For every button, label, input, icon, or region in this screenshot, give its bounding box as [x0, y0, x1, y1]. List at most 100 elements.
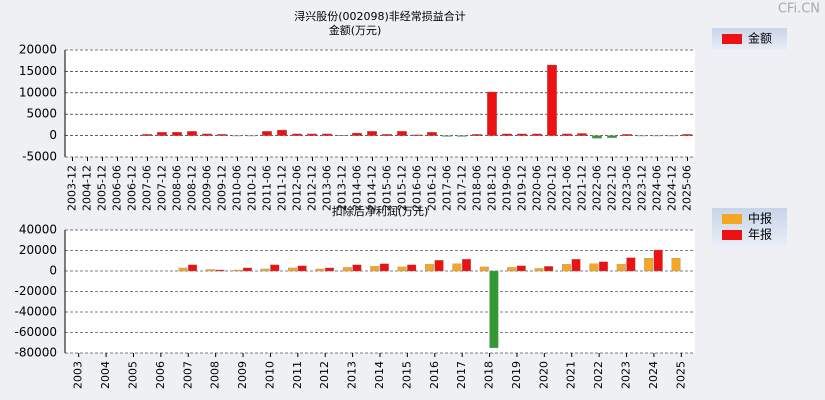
bar — [260, 268, 270, 272]
bar — [397, 131, 407, 136]
x-tick-label: 2003 — [72, 361, 85, 389]
bar — [562, 133, 572, 136]
bar — [370, 266, 380, 272]
bar — [457, 135, 467, 137]
x-tick-label: 2024 — [647, 361, 660, 389]
bar — [434, 260, 444, 272]
bar — [187, 131, 197, 136]
y-tick-label: 20000 — [19, 43, 57, 57]
bar — [571, 259, 581, 272]
bar — [607, 135, 617, 138]
x-tick-label: 2010-12 — [246, 165, 259, 211]
x-tick-label: 2008-06 — [171, 165, 184, 211]
legend-swatch — [722, 34, 742, 44]
y-tick-label: 20000 — [19, 243, 57, 257]
bar — [352, 132, 362, 136]
x-tick-label: 2013-06 — [321, 165, 334, 211]
bar — [205, 269, 215, 272]
x-tick-label: 2022-06 — [591, 165, 604, 211]
x-tick-label: 2009-12 — [216, 165, 229, 211]
x-tick-label: 2023-06 — [621, 165, 634, 211]
bar — [157, 132, 167, 136]
x-tick-label: 2012-06 — [291, 165, 304, 211]
y-axis-title: 金额(万元) — [329, 23, 382, 37]
chart-title: 扣除后净利润(万元) — [332, 204, 429, 218]
x-tick-label: 2004-12 — [81, 165, 94, 211]
x-tick-label: 2016 — [428, 361, 441, 389]
bar — [452, 263, 462, 272]
bar — [532, 133, 542, 136]
bar — [534, 268, 544, 272]
x-tick-label: 2025 — [674, 361, 687, 389]
bar — [489, 270, 499, 349]
x-tick-label: 2014 — [373, 361, 386, 389]
bar — [188, 264, 198, 272]
x-tick-label: 2012-12 — [306, 165, 319, 211]
x-tick-label: 2014-12 — [366, 165, 379, 211]
bar — [292, 133, 302, 136]
x-tick-label: 2015-06 — [381, 165, 394, 211]
y-tick-label: -20000 — [14, 284, 57, 298]
x-tick-label: 2021-06 — [561, 165, 574, 211]
bar — [178, 267, 188, 272]
bar — [425, 264, 434, 272]
x-tick-label: 2008 — [209, 361, 222, 389]
x-tick-label: 2019 — [510, 361, 523, 389]
bar — [217, 134, 227, 136]
bar — [442, 135, 452, 137]
bar — [682, 134, 692, 136]
y-tick-label: -40000 — [14, 305, 57, 319]
x-tick-label: 2024-06 — [651, 165, 664, 211]
x-tick-label: 2012 — [318, 361, 331, 389]
bar — [325, 267, 334, 272]
x-tick-label: 2010-06 — [231, 165, 244, 211]
bar — [172, 132, 182, 136]
x-tick-label: 2021 — [565, 361, 578, 389]
x-tick-label: 2015 — [400, 361, 413, 389]
bar — [427, 132, 437, 136]
bar — [517, 133, 527, 136]
legend-label: 中报 — [748, 211, 772, 226]
x-tick-label: 2004 — [99, 361, 112, 389]
y-tick-label: -60000 — [14, 325, 57, 339]
x-tick-label: 2013-12 — [336, 165, 349, 211]
x-tick-label: 2009 — [236, 361, 249, 389]
y-tick-label: -80000 — [14, 346, 57, 360]
x-tick-label: 2020-06 — [531, 165, 544, 211]
x-tick-label: 2017-06 — [441, 165, 454, 211]
y-tick-label: 0 — [49, 128, 57, 142]
legend-swatch — [722, 230, 742, 240]
x-tick-label: 2022-12 — [606, 165, 619, 211]
bar — [307, 133, 317, 136]
bar — [547, 64, 557, 136]
bar — [616, 264, 626, 272]
x-tick-label: 2007-12 — [156, 165, 169, 211]
x-tick-label: 2007-06 — [141, 165, 154, 211]
x-tick-label: 2019-12 — [516, 165, 529, 211]
bar — [407, 264, 417, 272]
x-tick-label: 2024-12 — [666, 165, 679, 211]
x-tick-label: 2025-06 — [681, 165, 694, 211]
bar — [644, 258, 654, 272]
bar — [352, 264, 362, 272]
x-tick-label: 2018-12 — [486, 165, 499, 211]
plot-area — [65, 50, 695, 157]
bar — [233, 269, 243, 272]
bar — [242, 267, 252, 272]
x-tick-label: 2013 — [346, 361, 359, 389]
bar — [315, 268, 325, 272]
x-tick-label: 2023 — [620, 361, 633, 389]
bar — [322, 133, 332, 136]
y-tick-label: 15000 — [19, 64, 57, 78]
x-tick-label: 2017 — [455, 361, 468, 389]
x-tick-label: 2020 — [537, 361, 550, 389]
x-tick-label: 2009-06 — [201, 165, 214, 211]
y-tick-label: -5000 — [22, 150, 57, 164]
x-tick-label: 2011-12 — [276, 165, 289, 211]
x-tick-label: 2018 — [483, 361, 496, 389]
bar — [397, 266, 407, 272]
x-tick-label: 2006 — [154, 361, 167, 389]
y-tick-label: 10000 — [19, 85, 57, 99]
x-tick-label: 2015-12 — [396, 165, 409, 211]
